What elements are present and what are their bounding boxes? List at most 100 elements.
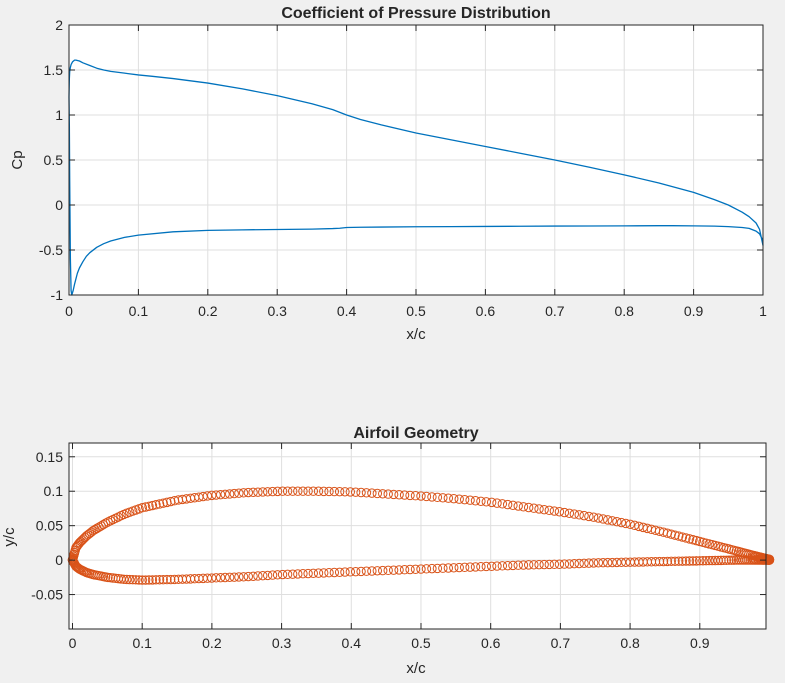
airfoil-point-upper [427, 492, 437, 502]
airfoil-point-lower [579, 558, 589, 569]
airfoil-point-upper [559, 507, 570, 518]
airfoil-point-lower [598, 558, 608, 568]
cp-x-tick-label: 0 [65, 303, 73, 319]
airfoil-point-lower [421, 564, 432, 574]
airfoil-point-upper [612, 516, 622, 527]
airfoil-point-upper [253, 487, 263, 497]
airfoil-point-lower [272, 570, 283, 580]
cp-y-tick-label: 1.5 [44, 62, 64, 78]
airfoil-x-tick-label: 0.6 [481, 635, 501, 651]
airfoil-point-upper [454, 494, 464, 504]
airfoil-point-upper [598, 514, 608, 524]
airfoil-point-lower [481, 561, 491, 572]
airfoil-x-tick-label: 0.8 [620, 635, 640, 651]
airfoil-point-upper [443, 493, 454, 503]
airfoil-point-lower [345, 567, 356, 577]
airfoil-point-upper [508, 500, 518, 511]
cp-x-tick-label: 0.4 [337, 303, 357, 319]
airfoil-point-lower [674, 556, 684, 566]
airfoil-point-lower [729, 555, 739, 565]
airfoil-point-lower [704, 555, 714, 566]
airfoil-point-lower [666, 556, 676, 567]
airfoil-point-lower [584, 558, 594, 568]
airfoil-point-lower [427, 563, 437, 574]
airfoil-point-upper [544, 505, 554, 516]
airfoil-point-upper [523, 502, 534, 513]
airfoil-point-lower [324, 568, 334, 578]
airfoil-point-lower [243, 571, 254, 582]
airfoil-point-upper [421, 491, 432, 502]
airfoil-point-lower [128, 575, 138, 585]
airfoil-point-lower [140, 575, 151, 585]
airfoil-point-upper [207, 490, 217, 501]
cp-x-tick-label: 0.9 [684, 303, 704, 319]
airfoil-point-lower [298, 569, 308, 579]
airfoil-point-lower [416, 564, 426, 574]
cp-y-tick-label: -1 [51, 287, 64, 303]
airfoil-point-lower [158, 574, 168, 585]
airfoil-point-upper [629, 520, 640, 531]
airfoil-point-upper [438, 493, 448, 503]
airfoil-point-upper [492, 498, 502, 508]
airfoil-x-tick-label: 0 [69, 635, 77, 651]
airfoil-point-lower [361, 566, 372, 576]
airfoil-point-upper [416, 491, 426, 501]
airfoil-point-lower [719, 555, 729, 566]
airfoil-point-upper [372, 488, 383, 499]
airfoil-point-lower [308, 568, 318, 579]
airfoil-point-upper [574, 510, 584, 520]
airfoil-x-tick-label: 0.3 [272, 635, 292, 651]
airfoil-series [67, 486, 775, 585]
cp-x-tick-label: 0.6 [476, 303, 496, 319]
airfoil-point-lower [154, 575, 165, 585]
airfoil-point-lower [721, 555, 732, 565]
airfoil-point-lower [554, 559, 565, 569]
airfoil-point-upper [625, 519, 635, 530]
airfoil-point-lower [405, 564, 415, 575]
airfoil-point-upper [383, 489, 393, 499]
airfoil-point-upper [267, 486, 278, 497]
cp-x-tick-label: 0.2 [198, 303, 218, 319]
airfoil-point-lower [724, 555, 734, 565]
airfoil-point-upper [293, 486, 303, 496]
airfoil-point-upper [367, 488, 377, 498]
airfoil-axes: 0 0.1 0.2 0.3 0.4 0.5 0.6 0.7 0.8 0.9 -0.05 0 0.05 0.… [1, 425, 775, 677]
airfoil-point-upper [564, 508, 575, 519]
airfoil-point-upper [147, 500, 158, 511]
airfoil-point-upper [677, 532, 688, 542]
airfoil-point-lower [134, 575, 144, 585]
cp-ticks: 0 0.1 0.2 0.3 0.4 0.5 0.6 0.7 0.8 0.9 1 -1 -0.5 0 0.5 1… [39, 17, 767, 319]
airfoil-point-upper [258, 487, 268, 497]
airfoil-point-lower [698, 556, 708, 566]
airfoil-x-tick-label: 0.7 [551, 635, 571, 651]
airfoil-y-tick-label: 0.1 [44, 483, 64, 499]
cp-chart-title: Coefficient of Pressure Distribution [281, 5, 550, 22]
airfoil-point-lower [340, 567, 350, 577]
airfoil-point-lower [701, 555, 711, 566]
airfoil-point-lower [350, 566, 361, 577]
airfoil-point-lower [465, 562, 475, 572]
airfoil-point-lower [131, 575, 141, 585]
airfoil-point-lower [559, 559, 570, 569]
airfoil-point-lower [670, 556, 680, 566]
airfoil-point-upper [670, 530, 680, 540]
airfoil-point-upper [308, 486, 318, 496]
airfoil-point-upper [470, 496, 481, 506]
airfoil-point-upper [476, 496, 486, 506]
airfoil-point-lower [303, 568, 313, 579]
airfoil-point-upper [340, 487, 350, 497]
airfoil-point-lower [147, 575, 158, 585]
airfoil-x-tick-label: 0.5 [411, 635, 431, 651]
airfoil-x-tick-label: 0.4 [342, 635, 362, 651]
airfoil-point-upper [603, 515, 613, 525]
airfoil-point-upper [356, 487, 366, 498]
airfoil-point-lower [144, 575, 154, 585]
airfoil-point-upper [243, 487, 254, 498]
airfoil-point-upper [502, 499, 513, 510]
airfoil-point-lower [356, 566, 366, 577]
airfoil-point-lower [383, 565, 393, 576]
airfoil-point-lower [654, 556, 665, 567]
airfoil-point-upper [481, 497, 491, 507]
airfoil-point-lower [694, 556, 705, 566]
